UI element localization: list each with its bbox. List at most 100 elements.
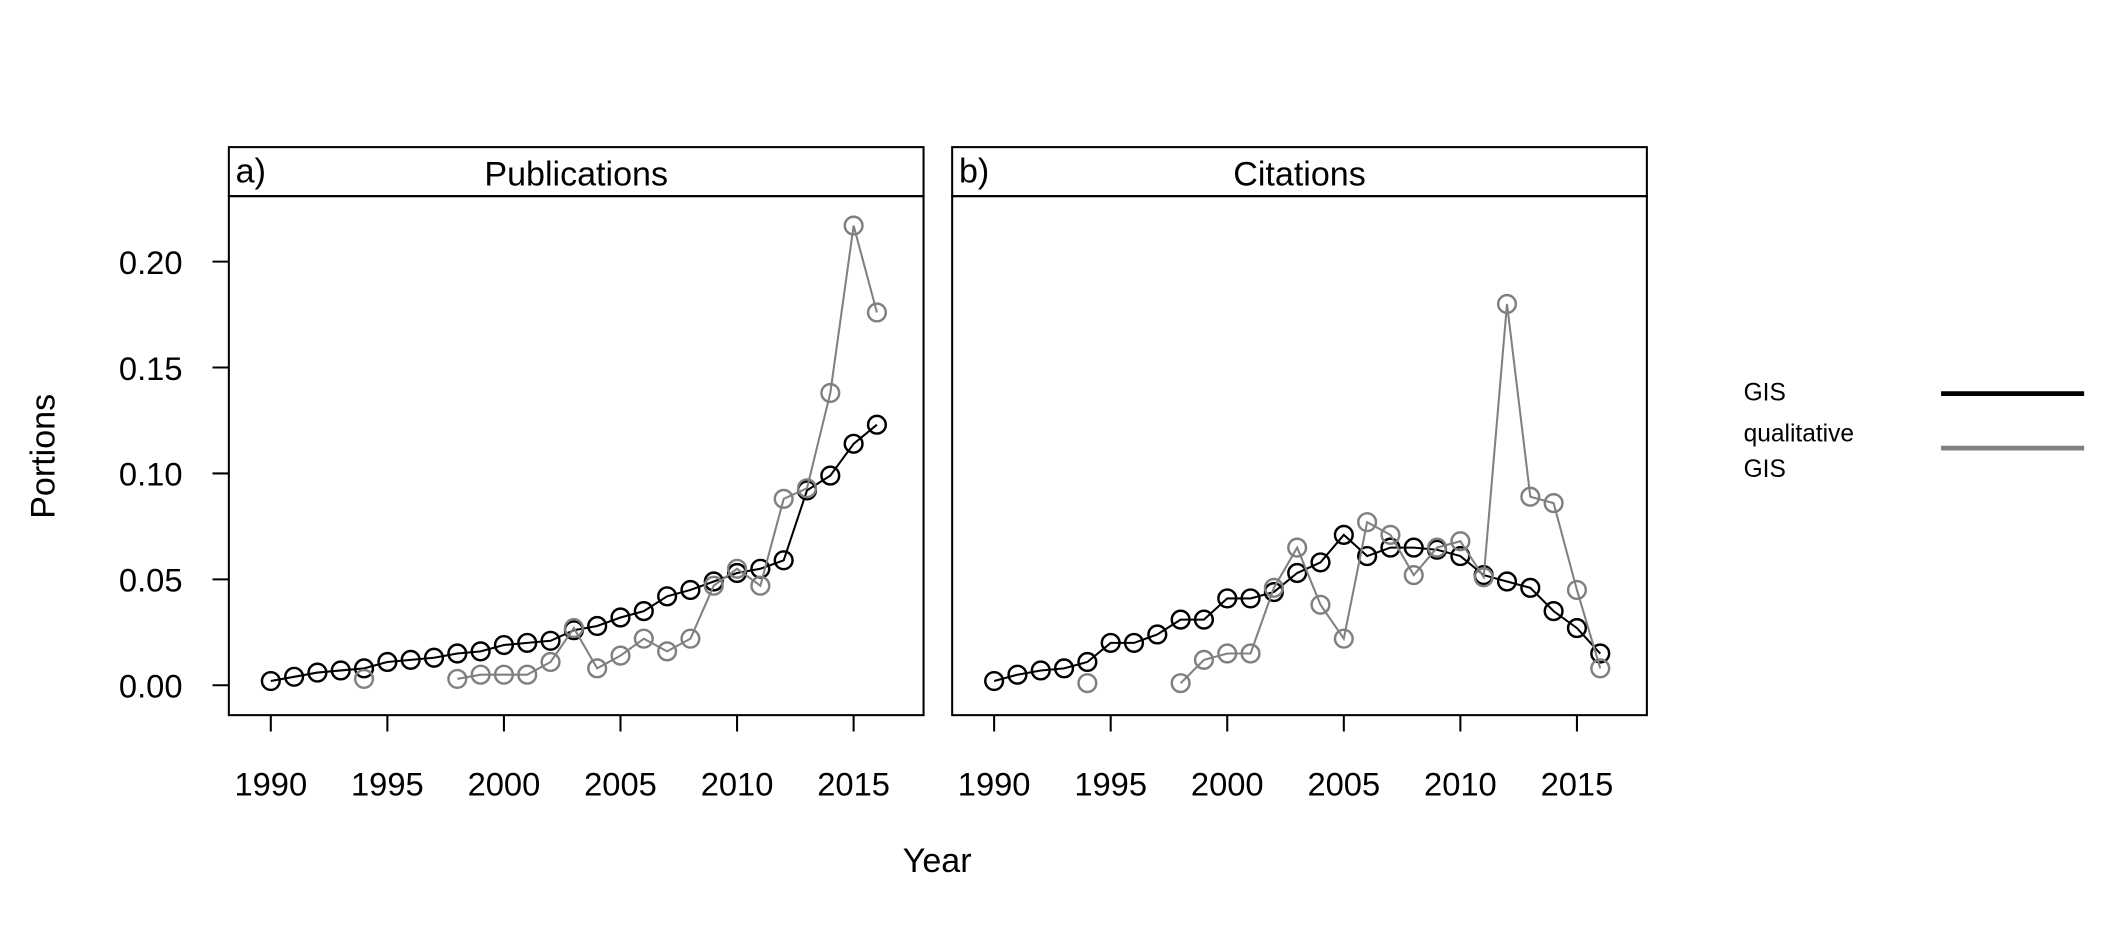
- point: [284, 666, 305, 687]
- point: [796, 478, 818, 499]
- point: [1496, 571, 1518, 592]
- point: [1053, 658, 1075, 679]
- point: [680, 628, 701, 649]
- point: [1566, 618, 1588, 639]
- point: [1543, 601, 1564, 622]
- point: [1030, 660, 1051, 681]
- x-tick-label: 2000: [468, 766, 541, 803]
- point: [1310, 594, 1331, 615]
- point: [1590, 658, 1611, 679]
- point: [843, 433, 864, 454]
- point: [540, 651, 561, 673]
- point: [563, 618, 584, 639]
- point: [1450, 531, 1471, 552]
- x-tick-label: 1995: [351, 766, 424, 803]
- x-tick-label: 2005: [1307, 766, 1380, 803]
- point: [1333, 524, 1354, 545]
- point: [1333, 628, 1354, 649]
- point: [984, 670, 1005, 692]
- x-tick-label: 1990: [958, 766, 1031, 803]
- point: [1217, 588, 1238, 609]
- point: [1426, 537, 1448, 558]
- point: [866, 302, 888, 323]
- panel-label: b): [959, 153, 989, 191]
- point: [1123, 632, 1145, 653]
- panel-label: a): [236, 153, 266, 191]
- point: [1403, 537, 1424, 558]
- point: [1380, 524, 1401, 545]
- point: [1543, 493, 1564, 514]
- point: [493, 664, 515, 685]
- point: [843, 215, 864, 236]
- point: [1357, 545, 1378, 567]
- point: [447, 643, 468, 664]
- point: [587, 615, 608, 637]
- point: [1147, 624, 1168, 645]
- x-tick-label: 2015: [1541, 766, 1614, 803]
- y-axis-label: Portions: [24, 394, 62, 519]
- point: [657, 641, 678, 662]
- point: [517, 632, 538, 653]
- point: [307, 662, 328, 683]
- x-tick-label: 1990: [234, 766, 307, 803]
- y-tick-label: 0.00: [119, 668, 183, 705]
- x-tick-label: 2010: [1424, 766, 1497, 803]
- point: [610, 607, 631, 628]
- y-tick-label: 0.10: [119, 456, 183, 493]
- point: [1520, 577, 1541, 598]
- point: [703, 575, 724, 596]
- legend-label: qualitative GIS: [1744, 420, 1854, 483]
- panel-title: Publications: [484, 155, 668, 193]
- x-tick-label: 1995: [1074, 766, 1147, 803]
- x-tick-label: 2010: [701, 766, 774, 803]
- x-tick-label: 2000: [1191, 766, 1264, 803]
- point: [750, 575, 771, 596]
- point: [773, 550, 794, 571]
- point: [260, 670, 281, 692]
- point: [470, 641, 491, 662]
- point: [726, 558, 748, 579]
- point: [400, 649, 421, 670]
- point: [773, 488, 794, 509]
- point: [1496, 293, 1518, 315]
- point: [377, 651, 398, 673]
- point: [1520, 486, 1541, 507]
- point: [820, 465, 841, 486]
- point: [1263, 577, 1284, 598]
- y-tick-label: 0.20: [119, 244, 183, 281]
- point: [1077, 673, 1098, 694]
- series-line: [457, 225, 878, 680]
- point: [633, 628, 654, 649]
- point: [1240, 643, 1261, 664]
- point: [657, 586, 678, 607]
- point: [423, 647, 445, 668]
- point: [587, 658, 608, 679]
- point: [1217, 643, 1238, 664]
- point: [540, 630, 561, 651]
- point: [1240, 588, 1261, 609]
- point: [1193, 649, 1215, 670]
- point: [1287, 537, 1308, 558]
- y-tick-label: 0.15: [119, 350, 183, 387]
- point: [330, 660, 351, 681]
- x-tick-label: 2005: [584, 766, 657, 803]
- point: [1170, 673, 1191, 694]
- point: [610, 645, 631, 666]
- point: [447, 668, 468, 690]
- point: [353, 668, 375, 690]
- y-tick-label: 0.05: [119, 562, 183, 599]
- point: [1357, 512, 1378, 533]
- point: [820, 382, 841, 404]
- point: [1473, 567, 1494, 588]
- point: [517, 664, 538, 685]
- panel-title: Citations: [1233, 155, 1365, 193]
- point: [1566, 579, 1588, 601]
- x-axis-label: Year: [903, 842, 972, 880]
- point: [353, 658, 375, 679]
- point: [1100, 632, 1121, 653]
- point: [866, 414, 888, 435]
- series-line: [1179, 303, 1602, 684]
- legend-label: GIS: [1744, 379, 1786, 406]
- point: [1590, 643, 1611, 664]
